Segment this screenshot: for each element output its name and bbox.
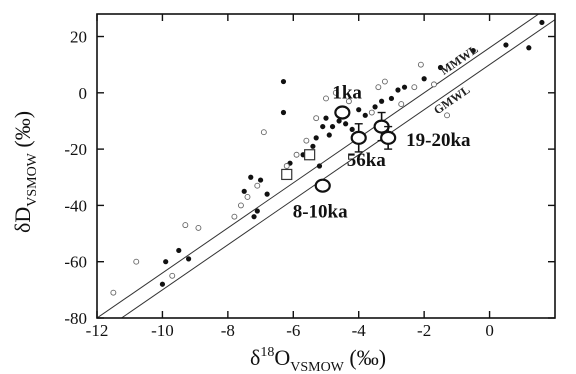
filled-point: [503, 42, 509, 48]
open-point: [303, 137, 310, 144]
filled-point: [280, 109, 287, 116]
filled-point: [362, 112, 368, 118]
x-tick-label: -10: [151, 321, 174, 340]
y-tick-label: -80: [64, 309, 87, 328]
open-point: [244, 194, 251, 200]
filled-point: [159, 281, 166, 287]
filled-point: [329, 123, 336, 130]
filled-point: [372, 104, 378, 110]
open-point: [237, 202, 244, 209]
open-point: [283, 163, 290, 169]
y-tick-label: 0: [79, 84, 88, 103]
y-tick-label: -20: [64, 140, 87, 159]
filled-point: [470, 47, 476, 54]
filled-point: [320, 123, 326, 130]
filled-point: [379, 98, 385, 104]
x-tick-label: 0: [485, 321, 494, 340]
open-point: [169, 272, 176, 279]
filled-point: [395, 87, 401, 93]
x-tick-label: -4: [352, 321, 367, 340]
line-label-mmwl: MMWL: [438, 42, 481, 78]
open-point: [182, 222, 189, 229]
filled-point: [343, 121, 349, 127]
filled-point: [388, 95, 395, 102]
age-label: 19-20ka: [406, 130, 471, 151]
line-label-gmwl: GMWL: [431, 83, 472, 118]
regression-line-gmwl: [120, 19, 555, 318]
filled-point: [163, 259, 169, 265]
open-point: [110, 289, 117, 296]
sample-point: [334, 105, 351, 120]
open-point: [231, 213, 238, 220]
data-points: [110, 19, 545, 296]
filled-point: [316, 163, 323, 169]
sample-point: [314, 178, 331, 193]
filled-point: [526, 45, 532, 51]
open-point: [293, 151, 300, 158]
filled-point: [310, 143, 316, 149]
filled-point: [349, 126, 355, 133]
sample-point: [380, 130, 397, 145]
age-label: 56ka: [347, 150, 387, 171]
y-axis-label: δDVSMOW (‰): [10, 111, 40, 233]
open-point: [133, 258, 140, 265]
filled-point: [264, 191, 270, 197]
x-tick-label: -12: [86, 321, 109, 340]
y-tick-label: -40: [64, 196, 87, 215]
open-square-point: [304, 149, 316, 161]
filled-point: [254, 208, 260, 214]
open-point: [375, 84, 382, 91]
open-point: [444, 112, 450, 119]
open-point: [332, 89, 339, 96]
filled-point: [241, 188, 247, 194]
open-point: [313, 115, 320, 122]
open-point: [368, 109, 375, 116]
sample-point: [350, 130, 367, 145]
filled-point: [313, 135, 319, 141]
filled-point: [336, 118, 342, 124]
open-point: [431, 81, 437, 88]
open-point: [398, 101, 405, 108]
filled-point: [251, 214, 257, 220]
filled-point: [356, 107, 362, 113]
meteoric-water-lines: [97, 14, 555, 318]
filled-point: [248, 174, 254, 180]
filled-point: [257, 177, 264, 183]
filled-point: [186, 256, 192, 262]
open-square-point: [281, 168, 293, 181]
filled-point: [176, 247, 182, 254]
x-tick-label: -6: [286, 321, 300, 340]
filled-point: [437, 64, 444, 71]
x-axis-label: δ18OVSMOW (‰): [250, 345, 386, 374]
age-label: 8-10ka: [293, 202, 348, 223]
age-label: 1ka: [332, 83, 362, 104]
open-point: [411, 84, 418, 91]
x-tick-label: -8: [221, 321, 235, 340]
regression-line-mmwl: [97, 14, 540, 318]
open-point: [323, 95, 329, 102]
filled-point: [539, 19, 545, 26]
open-point: [417, 61, 424, 68]
filled-point: [421, 76, 427, 82]
x-tick-label: -2: [417, 321, 431, 340]
filled-point: [401, 84, 408, 90]
filled-point: [326, 132, 332, 138]
plot-frame: [96, 13, 556, 319]
filled-point: [280, 78, 287, 85]
y-tick-label: 20: [70, 28, 87, 47]
y-tick-label: -60: [64, 253, 87, 272]
open-point: [381, 78, 388, 85]
open-point: [195, 224, 202, 231]
open-point: [254, 182, 261, 189]
open-point: [260, 129, 267, 136]
filled-point: [323, 115, 329, 121]
open-point: [345, 98, 352, 105]
